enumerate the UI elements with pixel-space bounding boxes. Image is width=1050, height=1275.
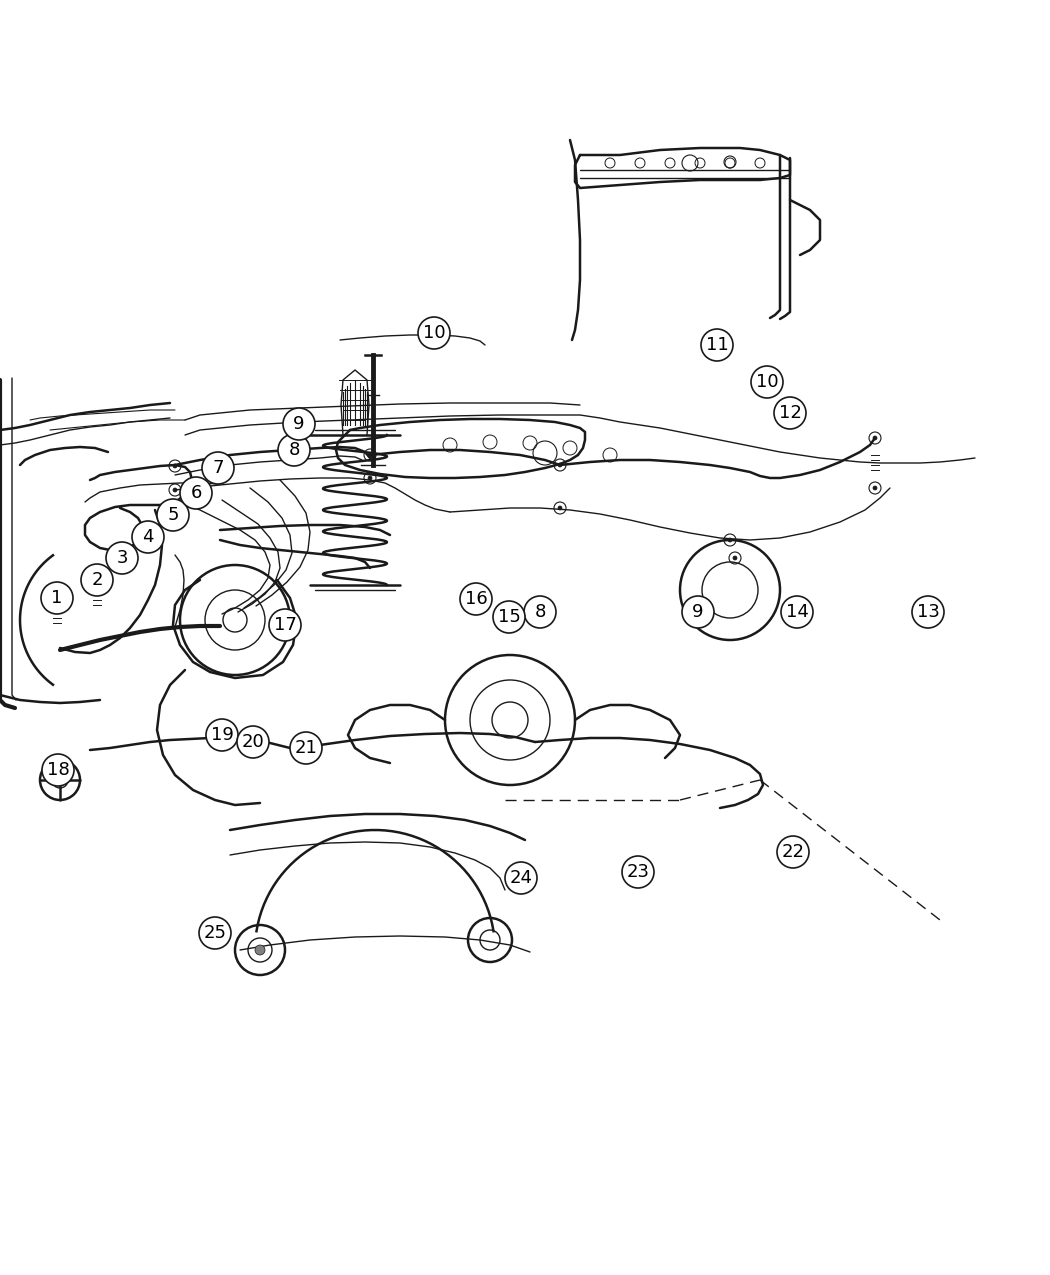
Circle shape bbox=[728, 538, 732, 542]
Circle shape bbox=[158, 499, 189, 530]
Circle shape bbox=[278, 434, 310, 465]
Text: 13: 13 bbox=[917, 603, 940, 621]
Text: 14: 14 bbox=[785, 603, 808, 621]
Text: 18: 18 bbox=[46, 761, 69, 779]
Circle shape bbox=[912, 595, 944, 629]
Circle shape bbox=[682, 595, 714, 629]
Circle shape bbox=[106, 542, 138, 574]
Circle shape bbox=[237, 725, 269, 759]
Circle shape bbox=[777, 836, 808, 868]
Circle shape bbox=[701, 329, 733, 361]
Circle shape bbox=[173, 488, 177, 492]
Circle shape bbox=[368, 476, 372, 479]
Circle shape bbox=[290, 732, 322, 764]
Circle shape bbox=[558, 463, 562, 467]
Text: 10: 10 bbox=[756, 374, 778, 391]
Text: 19: 19 bbox=[211, 725, 233, 745]
Text: 5: 5 bbox=[167, 506, 178, 524]
Circle shape bbox=[873, 436, 877, 440]
Text: 11: 11 bbox=[706, 337, 729, 354]
Circle shape bbox=[202, 453, 234, 484]
Circle shape bbox=[460, 583, 492, 615]
Circle shape bbox=[733, 556, 737, 560]
Text: 3: 3 bbox=[117, 550, 128, 567]
Circle shape bbox=[781, 595, 813, 629]
Text: 2: 2 bbox=[91, 571, 103, 589]
Circle shape bbox=[200, 917, 231, 949]
Text: 4: 4 bbox=[142, 528, 153, 546]
Circle shape bbox=[558, 506, 562, 510]
Circle shape bbox=[255, 945, 265, 955]
Text: 17: 17 bbox=[274, 616, 296, 634]
Circle shape bbox=[41, 581, 74, 615]
Circle shape bbox=[81, 564, 113, 595]
Text: 9: 9 bbox=[293, 414, 304, 434]
Circle shape bbox=[284, 408, 315, 440]
Text: 21: 21 bbox=[295, 740, 317, 757]
Text: 22: 22 bbox=[781, 843, 804, 861]
Text: 24: 24 bbox=[509, 870, 532, 887]
Circle shape bbox=[873, 486, 877, 490]
Circle shape bbox=[368, 453, 372, 456]
Circle shape bbox=[173, 464, 177, 468]
Text: 8: 8 bbox=[534, 603, 546, 621]
Text: 12: 12 bbox=[778, 404, 801, 422]
Circle shape bbox=[42, 754, 74, 785]
Text: 1: 1 bbox=[51, 589, 63, 607]
Circle shape bbox=[774, 397, 806, 428]
Text: 10: 10 bbox=[423, 324, 445, 342]
Text: 16: 16 bbox=[464, 590, 487, 608]
Text: 15: 15 bbox=[498, 608, 521, 626]
Circle shape bbox=[622, 856, 654, 887]
Circle shape bbox=[751, 366, 783, 398]
Text: 20: 20 bbox=[242, 733, 265, 751]
Circle shape bbox=[132, 521, 164, 553]
Text: 25: 25 bbox=[204, 924, 227, 942]
Text: 23: 23 bbox=[627, 863, 650, 881]
Circle shape bbox=[206, 719, 238, 751]
Circle shape bbox=[505, 862, 537, 894]
Circle shape bbox=[418, 317, 450, 349]
Circle shape bbox=[180, 477, 212, 509]
Circle shape bbox=[524, 595, 557, 629]
Text: 8: 8 bbox=[289, 441, 299, 459]
Circle shape bbox=[494, 601, 525, 632]
Text: 7: 7 bbox=[212, 459, 224, 477]
Text: 6: 6 bbox=[190, 484, 202, 502]
Text: 9: 9 bbox=[692, 603, 704, 621]
Circle shape bbox=[269, 609, 301, 641]
